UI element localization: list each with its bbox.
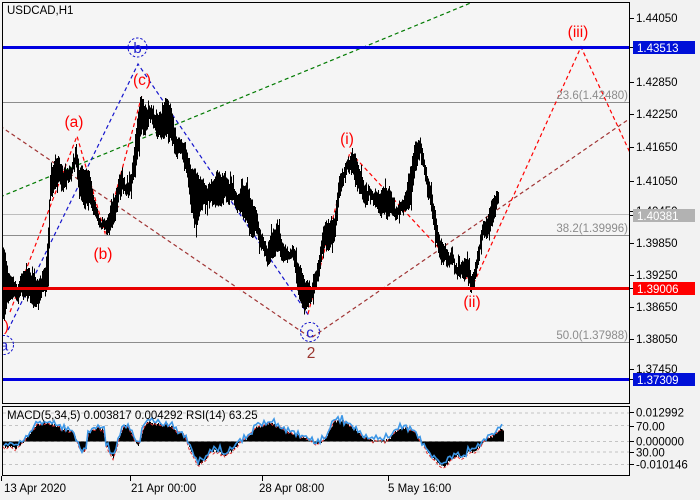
svg-text:(c): (c)	[133, 72, 151, 89]
svg-text:1.40381: 1.40381	[637, 211, 679, 223]
svg-text:(i): (i)	[340, 131, 354, 148]
svg-text:1.39006: 1.39006	[637, 284, 679, 296]
svg-text:c: c	[306, 325, 314, 342]
svg-text:0.000000: 0.000000	[636, 437, 684, 449]
svg-text:1.39850: 1.39850	[636, 238, 678, 250]
svg-text:1.37309: 1.37309	[637, 375, 679, 387]
svg-text:b: b	[133, 40, 141, 57]
svg-text:70.00: 70.00	[636, 422, 665, 434]
svg-text:USDCAD,H1: USDCAD,H1	[7, 5, 73, 17]
svg-text:1.42250: 1.42250	[636, 109, 678, 121]
svg-text:1.38050: 1.38050	[636, 334, 678, 346]
svg-text:(b): (b)	[94, 246, 113, 263]
svg-text:-0.010146: -0.010146	[636, 460, 688, 472]
svg-text:1.39250: 1.39250	[636, 270, 678, 282]
svg-text:1.42850: 1.42850	[636, 77, 678, 89]
svg-text:21 Apr 00:00: 21 Apr 00:00	[131, 483, 196, 495]
svg-text:a: a	[0, 338, 9, 355]
svg-text:2: 2	[307, 345, 316, 362]
svg-text:1.41650: 1.41650	[636, 142, 678, 154]
svg-text:50.0(1.37988): 50.0(1.37988)	[556, 330, 628, 342]
svg-text:28 Apr 08:00: 28 Apr 08:00	[259, 483, 324, 495]
svg-text:13 Apr 2020: 13 Apr 2020	[4, 483, 66, 495]
svg-text:): )	[4, 318, 9, 335]
svg-text:1.38650: 1.38650	[636, 302, 678, 314]
svg-text:(ii): (ii)	[463, 294, 480, 311]
svg-text:(a): (a)	[65, 114, 84, 131]
svg-text:MACD(5,34,5) 0.003817 0.004292: MACD(5,34,5) 0.003817 0.004292 RSI(14) 6…	[7, 410, 258, 422]
svg-text:1.44050: 1.44050	[636, 13, 678, 25]
svg-text:23.6(1.42480): 23.6(1.42480)	[556, 90, 628, 102]
svg-text:(iii): (iii)	[568, 24, 589, 41]
svg-text:1.41050: 1.41050	[636, 176, 678, 188]
svg-text:0.012992: 0.012992	[636, 408, 684, 420]
svg-text:30.00: 30.00	[636, 448, 665, 460]
svg-text:5 May 16:00: 5 May 16:00	[388, 483, 451, 495]
svg-text:38.2(1.39996): 38.2(1.39996)	[556, 223, 628, 235]
svg-text:1.43513: 1.43513	[637, 43, 679, 55]
